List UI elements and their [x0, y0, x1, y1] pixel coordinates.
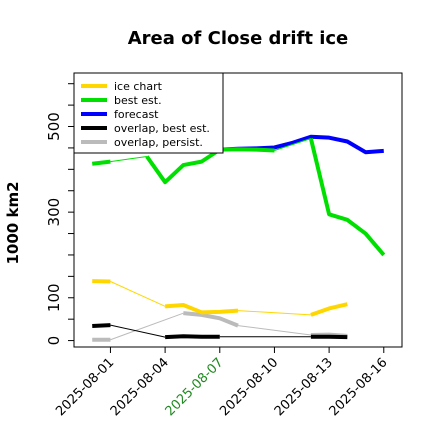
- series-gap-connector: [110, 155, 147, 163]
- y-axis-ticks: 0 100 300 500: [45, 83, 74, 346]
- legend-item: overlap, best est.: [81, 122, 210, 135]
- series-4: [92, 323, 348, 340]
- series-line: [308, 138, 386, 257]
- legend-item: ice chart: [81, 80, 163, 93]
- y-axis-label: 1000 km2: [4, 181, 22, 264]
- legend-item: forecast: [81, 108, 159, 121]
- series-line: [183, 311, 239, 328]
- series-line: [310, 302, 348, 317]
- chart-title: Area of Close drift ice: [128, 28, 349, 49]
- y-tick-label: 0: [45, 336, 63, 346]
- y-tick-label: 100: [45, 283, 63, 312]
- x-tick-label: 2025-08-16: [327, 355, 391, 419]
- legend-label: overlap, persist.: [114, 136, 203, 149]
- y-tick-label: 500: [45, 112, 63, 141]
- series-gap-connector: [237, 325, 311, 336]
- plot-area-frame: [73, 72, 403, 348]
- series-line: [91, 159, 111, 166]
- series-line: [145, 147, 275, 185]
- series-line: [92, 323, 111, 329]
- series-gap-connector: [274, 138, 312, 151]
- legend-label: overlap, best est.: [114, 122, 210, 135]
- series-line: [165, 334, 220, 340]
- series-gap-connector: [110, 312, 184, 341]
- legend-label: forecast: [114, 108, 159, 121]
- x-axis-ticks: 2025-08-012025-08-042025-08-072025-08-10…: [53, 347, 391, 419]
- series-1: [92, 279, 348, 317]
- series-gap-connector: [110, 281, 166, 307]
- legend-item: overlap, persist.: [81, 136, 203, 149]
- series-2: [91, 138, 386, 257]
- legend-label: best est.: [114, 94, 162, 107]
- legend-label: ice chart: [114, 80, 163, 93]
- series-layer: [91, 134, 386, 342]
- legend-item: best est.: [81, 94, 162, 107]
- series-gap-connector: [237, 310, 311, 316]
- series-gap-connector: [110, 324, 166, 338]
- y-tick-label: 300: [45, 198, 63, 227]
- series-line: [164, 303, 239, 315]
